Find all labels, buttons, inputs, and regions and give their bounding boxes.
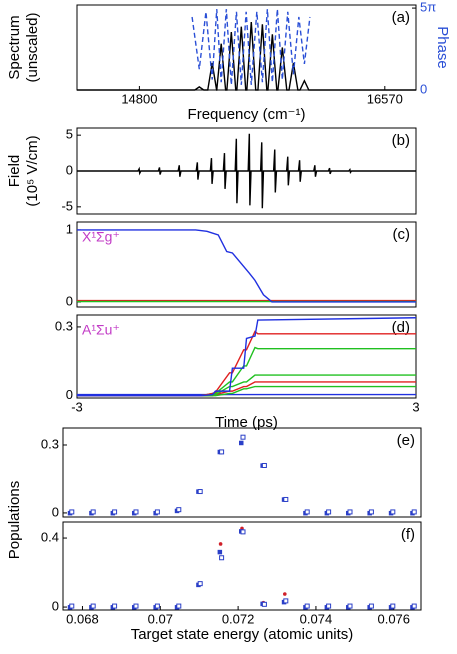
marker-open: [304, 603, 310, 609]
panel-label: (b): [392, 132, 410, 149]
y-tick-label: 0: [66, 162, 73, 177]
panel: 0 5π 14800 16570 Frequency (cm⁻¹) Spectrum (un…: [6, 0, 451, 123]
panel: 0 0.3 Populations (e): [6, 427, 422, 559]
marker-open: [154, 509, 160, 515]
marker-open: [368, 603, 374, 609]
x-axis-label: Frequency (cm⁻¹): [188, 106, 306, 123]
marker-open: [112, 509, 118, 515]
marker-open: [411, 603, 417, 609]
panel-label: (c): [393, 226, 411, 243]
x-tick-label: 3: [412, 399, 419, 414]
y-tick-label: -5: [61, 198, 73, 213]
marker-filled: [239, 440, 244, 446]
marker-open: [390, 603, 396, 609]
marker-open: [112, 603, 118, 609]
y-tick-label: 0: [66, 387, 73, 402]
panel: 0 1 (c) X¹Σg⁺: [66, 221, 417, 308]
y-tick-label: 5: [66, 127, 73, 142]
plot-frame: [62, 521, 422, 611]
marker-open: [197, 581, 203, 587]
y-tick-label: 0: [52, 599, 59, 614]
y2-tick-label: 5π: [420, 0, 436, 15]
marker-open: [197, 489, 203, 495]
marker-open: [261, 462, 267, 468]
panel-label: (e): [397, 432, 415, 449]
marker-open: [261, 601, 267, 607]
marker-open: [304, 509, 310, 515]
y2-axis-label: Phase: [434, 26, 451, 69]
marker-open: [176, 603, 182, 609]
marker-open: [283, 496, 289, 502]
marker-open: [240, 529, 246, 535]
panel: 0 0.4 0.068 0.07 0.072 0.074 0.076 Target state…: [41, 521, 422, 643]
marker-dot: [283, 592, 287, 596]
y-axis-label: Field: [6, 155, 23, 188]
panel-label: (a): [392, 9, 410, 26]
data-line: [191, 9, 311, 85]
marker-open: [90, 509, 96, 515]
panel: 5 0 -5 Field (10⁵ V/cm) (b): [6, 127, 417, 215]
x-axis-label: Target state energy (atomic units): [131, 626, 354, 643]
marker-open: [283, 598, 289, 604]
x-tick-label: 0.072: [222, 611, 255, 626]
x-tick-label: 0.074: [300, 611, 333, 626]
x-tick-label: 0.07: [148, 611, 173, 626]
marker-open: [368, 509, 374, 515]
y-axis-label: Populations: [6, 481, 23, 559]
y-tick-label: 0: [52, 504, 59, 519]
state-annotation: X¹Σg⁺: [82, 229, 120, 245]
x-axis-label: Time (ps): [215, 414, 278, 431]
marker-open: [219, 555, 225, 561]
marker-open: [219, 449, 225, 455]
y-tick-label: 0: [66, 293, 73, 308]
panel: 0 0.3 -3 3 Time (ps) (d) A¹Σu⁺: [55, 314, 420, 431]
y2-tick-label: 0: [420, 81, 427, 96]
data-line: [77, 133, 416, 209]
state-annotation: A¹Σu⁺: [82, 322, 120, 338]
y-axis-label: (unscaled): [24, 12, 41, 82]
panel-label: (d): [392, 319, 410, 336]
marker-open: [69, 509, 75, 515]
marker-open: [90, 603, 96, 609]
plot-frame: [76, 314, 417, 399]
marker-filled: [217, 549, 223, 555]
x-tick-label: 0.076: [377, 611, 410, 626]
x-tick-label: 16570: [367, 91, 403, 106]
x-tick-label: 0.068: [66, 611, 99, 626]
y-tick-label: 0.3: [55, 318, 73, 333]
data-line: [77, 317, 417, 397]
marker-open: [69, 603, 75, 609]
data-line: [77, 229, 416, 303]
marker-open: [326, 509, 332, 515]
marker-open: [176, 507, 182, 513]
marker-open: [411, 509, 417, 515]
marker-open: [347, 509, 353, 515]
y-tick-label: 0.4: [41, 529, 59, 544]
marker-open: [133, 509, 139, 515]
marker-open: [347, 603, 353, 609]
panel-label: (f): [401, 526, 415, 543]
x-tick-label: -3: [71, 399, 83, 414]
y-tick-label: 1: [66, 221, 73, 236]
y-axis-label: Spectrum: [6, 15, 23, 79]
plot-frame: [62, 427, 422, 518]
y-axis-label: (10⁵ V/cm): [24, 135, 41, 206]
marker-dot: [218, 542, 223, 546]
data-line: [77, 374, 416, 397]
marker-open: [154, 603, 160, 609]
data-line: [77, 21, 416, 91]
x-tick-label: 14800: [121, 91, 157, 106]
marker-open: [326, 603, 332, 609]
y-tick-label: 0.3: [41, 436, 59, 451]
plot-frame: [76, 221, 417, 308]
marker-open: [133, 603, 139, 609]
marker-open: [390, 509, 396, 515]
marker-open: [240, 434, 246, 440]
